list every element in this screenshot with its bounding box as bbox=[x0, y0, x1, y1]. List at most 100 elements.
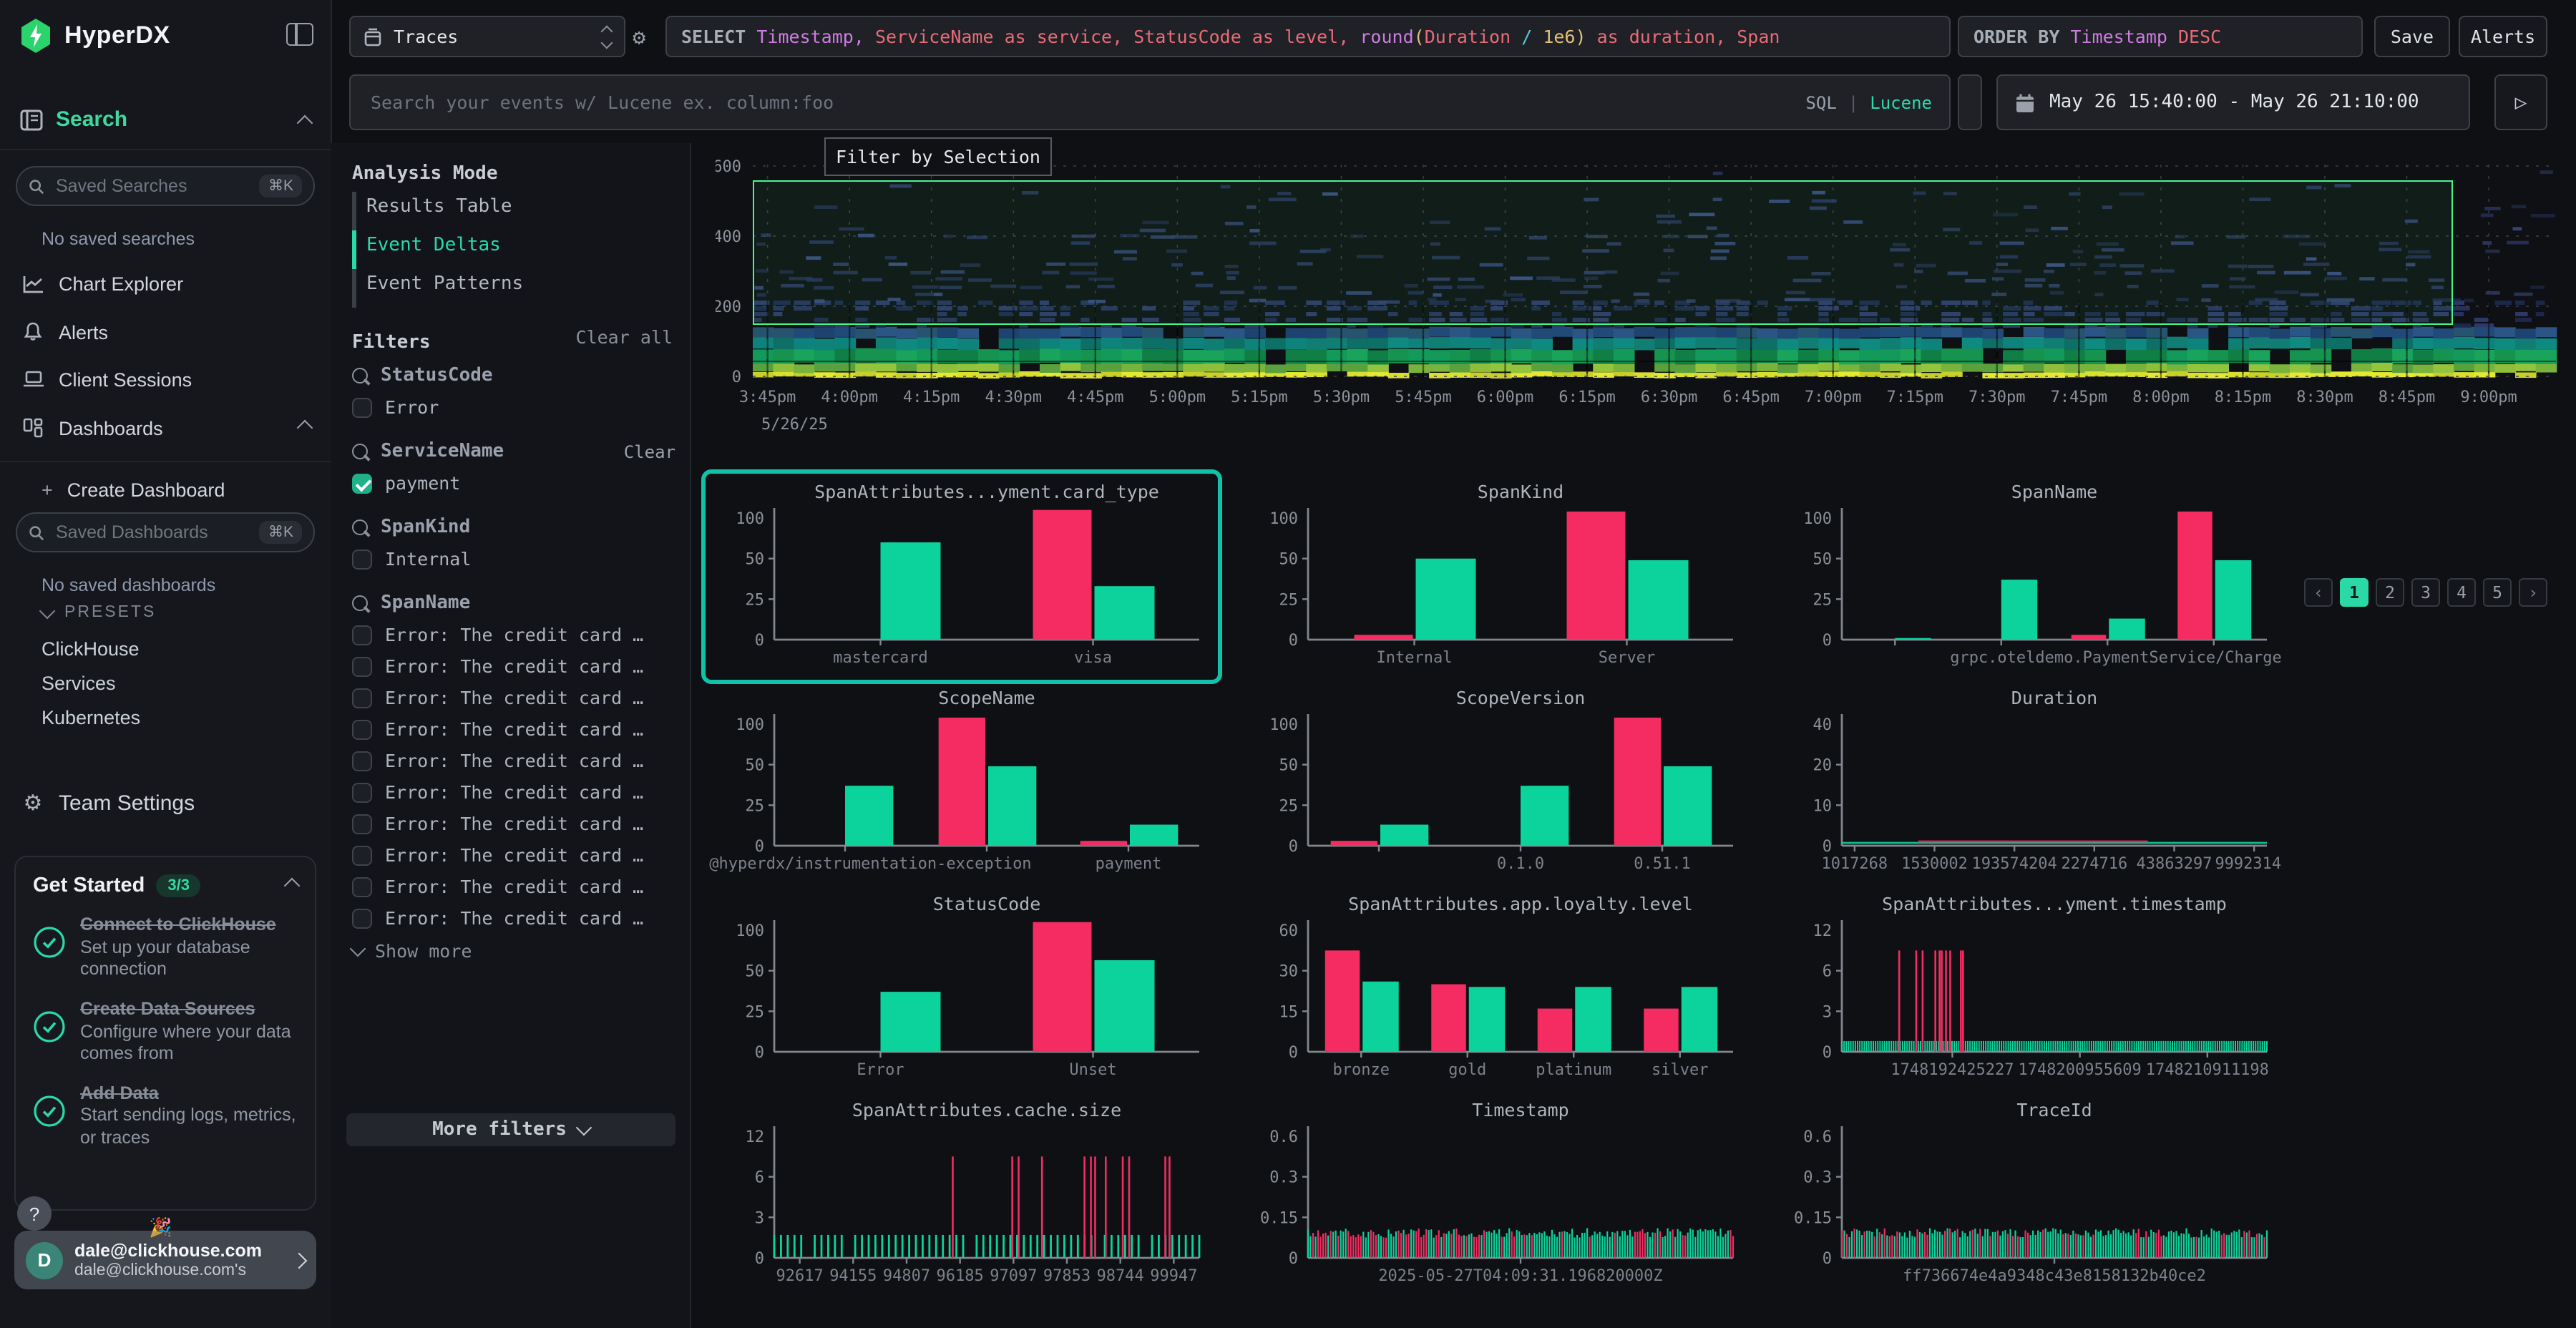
mode-event-patterns[interactable]: Event Patterns bbox=[366, 273, 524, 295]
sql-toggle[interactable]: SQL bbox=[1805, 92, 1837, 112]
mini-chart-card_type[interactable]: 0 25 50 100 SpanAttributes...yment.card_type… bbox=[701, 469, 1222, 684]
clear-all-button[interactable]: Clear all bbox=[575, 326, 673, 348]
collapse-sidebar-icon[interactable] bbox=[286, 23, 313, 46]
filter-item[interactable]: Error: The credit card … bbox=[352, 624, 675, 645]
sql-select-input[interactable]: SELECT Timestamp, ServiceName as service… bbox=[665, 16, 1951, 57]
page-button-2[interactable]: 2 bbox=[2376, 578, 2404, 607]
page-prev-button[interactable]: ‹ bbox=[2304, 578, 2333, 607]
live-tail-button[interactable]: ▷ bbox=[2494, 74, 2547, 130]
saved-dashboards-input[interactable]: ⌘K bbox=[16, 512, 315, 552]
filter-item[interactable]: Error: The credit card … bbox=[352, 750, 675, 771]
search-icon bbox=[29, 525, 44, 540]
filter-item[interactable]: Error bbox=[352, 396, 675, 418]
search-input[interactable] bbox=[368, 90, 1792, 114]
mini-chart-duration[interactable]: 0 10 20 40 Duration 1017268 1530002 193574204 22… bbox=[1775, 681, 2284, 884]
heatmap-selection-rect[interactable] bbox=[753, 180, 2453, 325]
lucene-toggle[interactable]: Lucene bbox=[1870, 92, 1932, 112]
search-collapse-chevron-icon[interactable] bbox=[296, 114, 313, 132]
order-by-input[interactable]: ORDER BY Timestamp DESC bbox=[1958, 16, 2363, 57]
mini-chart-scope_version[interactable]: 0 25 50 100 ScopeVersion 0.1.0 0.51.1 bbox=[1241, 681, 1750, 884]
get-started-item-desc: Set up your database connection bbox=[80, 937, 250, 980]
svg-text:50: 50 bbox=[1279, 551, 1299, 569]
mini-chart-span_name[interactable]: 0 25 50 100 SpanName grpc.oteldemo.PaymentSer… bbox=[1775, 475, 2284, 678]
preset-item-clickhouse[interactable]: ClickHouse bbox=[42, 638, 140, 660]
filter-item[interactable]: Internal bbox=[352, 548, 675, 570]
mini-chart-timestamp[interactable]: 0 0.15 0.3 0.6 Timestamp 2025-05-27T04:09:31.… bbox=[1241, 1093, 1750, 1297]
sidebar-item-search[interactable]: Search bbox=[20, 107, 127, 132]
filter-by-selection-button[interactable]: Filter by Selection bbox=[824, 137, 1052, 176]
get-started-item[interactable]: Create Data Sources Configure where your… bbox=[33, 999, 298, 1066]
save-button[interactable]: Save bbox=[2374, 16, 2450, 57]
checkbox[interactable] bbox=[352, 397, 372, 417]
mode-event-deltas[interactable]: Event Deltas bbox=[366, 235, 501, 256]
filter-item[interactable]: Error: The credit card … bbox=[352, 907, 675, 929]
svg-text:0: 0 bbox=[1823, 1044, 1832, 1062]
get-started-collapse-chevron-icon[interactable] bbox=[283, 877, 301, 894]
checkbox[interactable] bbox=[352, 782, 372, 802]
logo[interactable]: HyperDX bbox=[20, 19, 170, 53]
search-bar[interactable]: SQL | Lucene bbox=[349, 74, 1951, 130]
filter-clear-button[interactable]: Clear bbox=[623, 441, 675, 462]
sidebar-item-dashboards[interactable]: Dashboards bbox=[0, 411, 331, 445]
mini-chart-status_code[interactable]: 0 25 50 100 StatusCode Error Unset bbox=[707, 887, 1216, 1090]
checkbox[interactable] bbox=[352, 877, 372, 897]
preset-item-kubernetes[interactable]: Kubernetes bbox=[42, 707, 141, 728]
sidebar-item-alerts[interactable]: Alerts bbox=[0, 315, 331, 349]
checkbox[interactable] bbox=[352, 751, 372, 771]
checkbox[interactable] bbox=[352, 908, 372, 928]
checkbox[interactable] bbox=[352, 656, 372, 676]
checkbox[interactable] bbox=[352, 625, 372, 645]
sidebar-item-client-sessions[interactable]: Client Sessions bbox=[0, 362, 331, 396]
heatmap-chart[interactable]: 600 400 200 0 3:45pm 4:00pm 4:15pm 4:30pm 4:45pm… bbox=[716, 152, 2562, 438]
filter-item-label: Error bbox=[385, 396, 439, 418]
page-next-button[interactable]: › bbox=[2519, 578, 2547, 607]
sidebar-item-team-settings[interactable]: ⚙ Team Settings bbox=[0, 784, 331, 821]
checkbox[interactable] bbox=[352, 814, 372, 834]
date-range-picker[interactable]: May 26 15:40:00 - May 26 21:10:00 bbox=[1996, 74, 2470, 130]
sidebar-item-chart-explorer[interactable]: Chart Explorer bbox=[0, 266, 331, 301]
filter-item[interactable]: Error: The credit card … bbox=[352, 876, 675, 897]
saved-dashboards-field[interactable] bbox=[53, 521, 251, 544]
language-toggle[interactable]: SQL | Lucene bbox=[1805, 92, 1932, 112]
page-button-1[interactable]: 1 bbox=[2340, 578, 2368, 607]
mini-chart-trace_id[interactable]: 0 0.15 0.3 0.6 TraceId ff736674e4a9348c43e815… bbox=[1775, 1093, 2284, 1297]
checkbox-checked[interactable] bbox=[352, 473, 372, 493]
preset-item-services[interactable]: Services bbox=[42, 673, 116, 694]
checkbox[interactable] bbox=[352, 719, 372, 739]
checkbox[interactable] bbox=[352, 549, 372, 569]
filter-item[interactable]: Error: The credit card … bbox=[352, 844, 675, 866]
mini-chart-span_kind[interactable]: 0 25 50 100 SpanKind Internal Server bbox=[1241, 475, 1750, 678]
more-filters-button[interactable]: More filters bbox=[346, 1113, 675, 1146]
help-button[interactable]: ? bbox=[17, 1196, 52, 1231]
alerts-button[interactable]: Alerts bbox=[2459, 16, 2547, 57]
show-more-button[interactable]: Show more bbox=[349, 940, 675, 962]
checkbox[interactable] bbox=[352, 688, 372, 708]
filter-item[interactable]: Error: The credit card … bbox=[352, 813, 675, 834]
date-picker-edge[interactable] bbox=[1958, 74, 1982, 130]
filter-item[interactable]: Error: The credit card … bbox=[352, 655, 675, 677]
saved-searches-field[interactable] bbox=[53, 175, 251, 197]
dashboards-collapse-chevron-icon[interactable] bbox=[296, 419, 313, 436]
filter-item[interactable]: payment bbox=[352, 472, 675, 494]
mini-chart-cache_size[interactable]: 0 3 6 12 SpanAttributes.cache.size 92617 94155… bbox=[707, 1093, 1216, 1297]
presets-toggle[interactable]: PRESETS bbox=[39, 602, 156, 621]
svg-text:7:30pm: 7:30pm bbox=[1968, 389, 2025, 406]
get-started-item[interactable]: Add Data Start sending logs, metrics, or… bbox=[33, 1083, 298, 1151]
mini-chart-payment_timestamp[interactable]: 0 3 6 12 SpanAttributes...yment.timestamp 174… bbox=[1775, 887, 2284, 1090]
create-dashboard-button[interactable]: + Create Dashboard bbox=[0, 472, 331, 507]
source-settings-gear-icon[interactable]: ⚙ bbox=[633, 24, 646, 50]
saved-searches-input[interactable]: ⌘K bbox=[16, 166, 315, 206]
user-menu[interactable]: D dale@clickhouse.com dale@clickhouse.co… bbox=[14, 1231, 316, 1289]
page-button-4[interactable]: 4 bbox=[2447, 578, 2476, 607]
mode-results-table[interactable]: Results Table bbox=[366, 196, 512, 218]
page-button-3[interactable]: 3 bbox=[2411, 578, 2440, 607]
checkbox[interactable] bbox=[352, 845, 372, 865]
source-select[interactable]: Traces bbox=[349, 16, 625, 57]
filter-item[interactable]: Error: The credit card … bbox=[352, 781, 675, 803]
get-started-item[interactable]: Connect to ClickHouse Set up your databa… bbox=[33, 914, 298, 982]
page-button-5[interactable]: 5 bbox=[2483, 578, 2512, 607]
filter-item[interactable]: Error: The credit card … bbox=[352, 718, 675, 740]
mini-chart-loyalty_level[interactable]: 0 15 30 60 SpanAttributes.app.loyalty.level b… bbox=[1241, 887, 1750, 1090]
mini-chart-scope_name[interactable]: 0 25 50 100 ScopeName @hyperdx/instrumentatio… bbox=[707, 681, 1216, 884]
filter-item[interactable]: Error: The credit card … bbox=[352, 687, 675, 708]
